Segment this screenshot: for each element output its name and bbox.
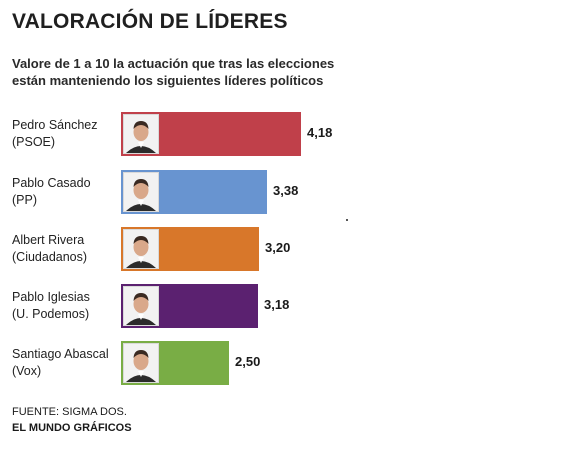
bar [121,112,301,156]
leader-party: (PP) [12,193,37,207]
chart-title: VALORACIÓN DE LÍDERES [12,10,288,33]
leader-name: Pedro Sánchez [12,118,98,132]
bar-value-label: 3,20 [265,240,291,255]
bar-row: Pedro Sánchez (PSOE) 4,18 [0,112,580,158]
chart-subtitle: Valore de 1 a 10 la actuación que tras l… [12,56,335,88]
leader-photo [123,343,159,383]
bar-row: Pablo Iglesias (U. Podemos) 3,18 [0,284,580,330]
bar-value-label: 3,18 [264,297,290,312]
source-note: FUENTE: SIGMA DOS. EL MUNDO GRÁFICOS [12,404,132,436]
bar-value-label: 2,50 [235,354,261,369]
bar [121,227,259,271]
stray-dot [346,219,348,221]
leader-name: Pablo Iglesias [12,290,90,304]
leader-photo [123,172,159,212]
bar [121,284,258,328]
credit-text: EL MUNDO GRÁFICOS [12,422,132,434]
leader-party: (Vox) [12,364,42,378]
leader-label: Pablo Casado (PP) [12,175,91,209]
leader-label: Pedro Sánchez (PSOE) [12,117,97,151]
leader-label: Pablo Iglesias (U. Podemos) [12,289,90,323]
bar-value-label: 4,18 [307,125,333,140]
bar-row: Albert Rivera (Ciudadanos) 3,20 [0,227,580,273]
bar-row: Pablo Casado (PP) 3,38 [0,170,580,216]
leader-name: Santiago Abascal [12,347,109,361]
leader-label: Santiago Abascal (Vox) [12,346,109,380]
leader-photo [123,114,159,154]
bar [121,341,229,385]
leader-photo [123,229,159,269]
leader-name: Albert Rivera [12,233,85,247]
leader-party: (U. Podemos) [12,307,90,321]
leader-party: (Ciudadanos) [12,250,88,264]
leader-label: Albert Rivera (Ciudadanos) [12,232,87,266]
leader-party: (PSOE) [12,135,56,149]
bar-row: Santiago Abascal (Vox) 2,50 [0,341,580,387]
leader-name: Pablo Casado [12,176,91,190]
leader-photo [123,286,159,326]
bar [121,170,267,214]
bar-value-label: 3,38 [273,183,299,198]
source-text: FUENTE: SIGMA DOS. [12,406,127,418]
